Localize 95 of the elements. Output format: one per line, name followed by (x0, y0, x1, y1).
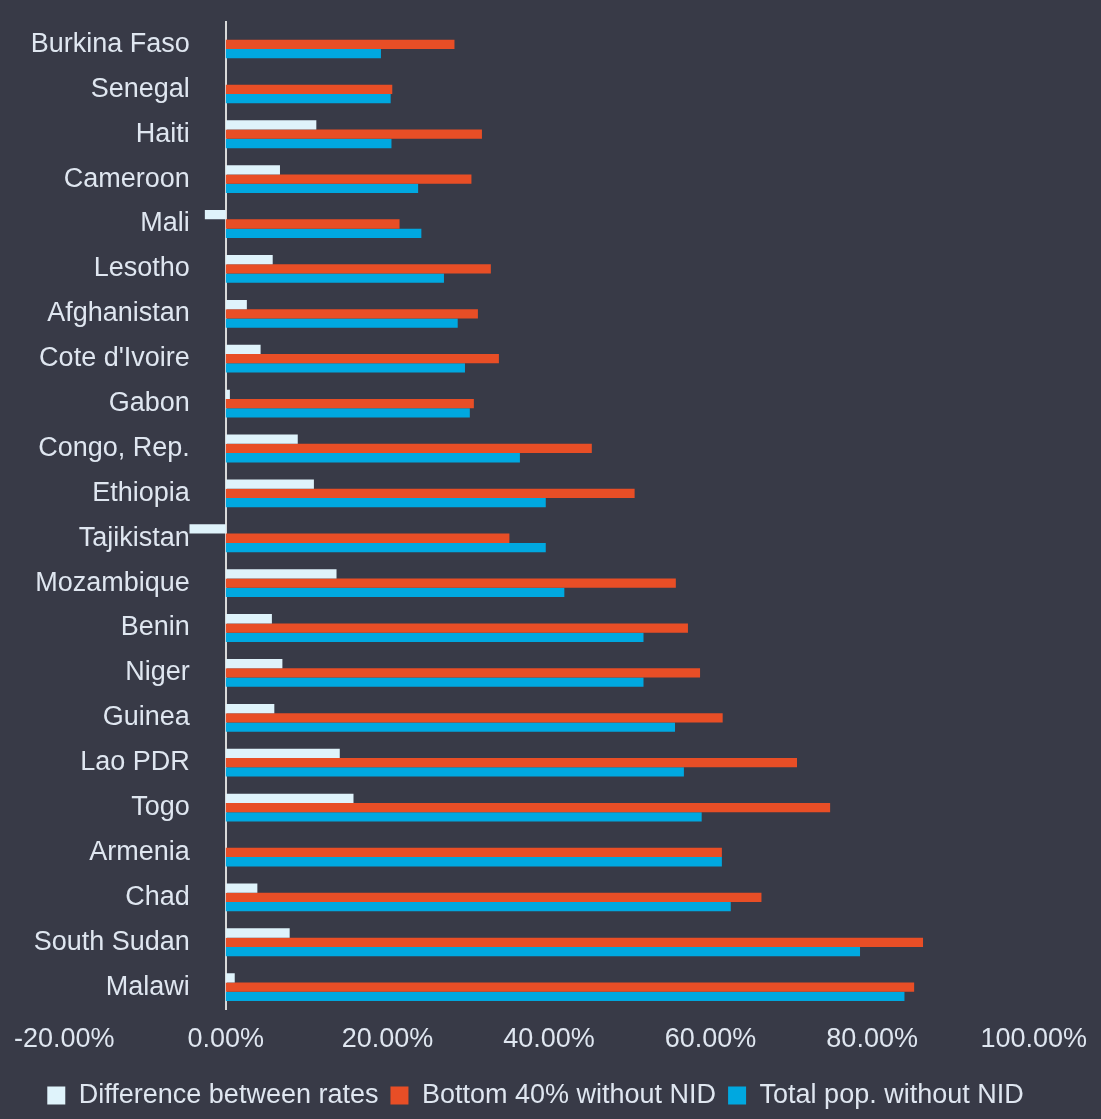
y-tick-label: South Sudan (33, 925, 190, 956)
bar (225, 129, 482, 139)
y-tick-label: Togo (131, 791, 190, 822)
y-tick-label: Afghanistan (47, 297, 190, 328)
bar (225, 309, 478, 319)
bar (225, 542, 546, 553)
bar (225, 632, 644, 642)
y-tick-label: Lao PDR (80, 746, 190, 777)
bar (225, 973, 235, 983)
y-tick-label: Gabon (108, 387, 190, 418)
x-tick-label: 60.00% (664, 1023, 757, 1054)
bar (225, 892, 762, 903)
bar (225, 497, 546, 508)
bar (225, 219, 400, 229)
x-tick-label: 0.00% (187, 1023, 265, 1054)
x-tick-label: 100.00% (980, 1023, 1087, 1054)
y-tick-label: Mali (140, 207, 190, 238)
bar (225, 578, 676, 588)
bar (225, 434, 298, 444)
bar (225, 228, 422, 238)
y-tick-label: Cameroon (63, 162, 190, 193)
bar (225, 847, 722, 858)
y-tick-label: Burkina Faso (30, 27, 190, 58)
y-tick-label: Cote d'Ivoire (39, 342, 190, 373)
bar (225, 183, 419, 194)
bar (225, 165, 280, 175)
bar (225, 614, 272, 624)
bar (225, 587, 565, 598)
y-tick-label: Guinea (102, 701, 191, 732)
bar (225, 668, 701, 678)
bar (225, 120, 317, 130)
bar (225, 991, 905, 1002)
bar (225, 264, 491, 274)
bar (225, 569, 337, 579)
y-tick-label: Benin (120, 611, 190, 642)
bar (225, 39, 455, 50)
x-tick-label: -20.00% (13, 1023, 115, 1054)
bar (225, 408, 470, 418)
bar (225, 254, 273, 265)
legend-label: Bottom 40% without NID (421, 1078, 717, 1109)
bar (225, 758, 798, 768)
bar (225, 49, 381, 59)
bar (225, 354, 499, 364)
y-tick-label: Congo, Rep. (38, 431, 190, 462)
bar (225, 982, 915, 992)
bar (225, 93, 391, 104)
legend-label: Total pop. without NID (759, 1078, 1024, 1109)
bar (225, 479, 314, 489)
bar (225, 453, 520, 463)
bar (225, 138, 392, 149)
y-tick-label: Mozambique (35, 566, 190, 597)
bar (225, 389, 230, 399)
y-tick-label: Malawi (105, 970, 190, 1001)
bar (225, 722, 676, 732)
x-tick-label: 20.00% (341, 1023, 434, 1054)
bar (225, 677, 644, 687)
x-tick-label: 80.00% (826, 1023, 918, 1054)
bar (225, 174, 472, 184)
bar (225, 659, 283, 669)
bar (225, 902, 731, 912)
bar (225, 318, 458, 328)
bar (225, 883, 258, 893)
bar (225, 84, 393, 94)
bar (225, 273, 444, 283)
bar (225, 533, 510, 543)
bar (225, 623, 688, 633)
y-tick-label: Armenia (89, 835, 191, 866)
y-tick-label: Senegal (90, 72, 190, 103)
y-tick-label: Tajikistan (78, 521, 190, 552)
x-tick-label: 40.00% (503, 1023, 595, 1054)
bar (225, 793, 354, 803)
bar (225, 802, 831, 813)
bar (225, 946, 861, 957)
bar (225, 857, 722, 867)
y-tick-label: Lesotho (93, 252, 190, 283)
y-tick-label: Niger (125, 656, 190, 687)
bar (204, 210, 226, 220)
bar (225, 363, 465, 373)
bar (225, 713, 723, 723)
bar (225, 767, 684, 777)
bar (189, 524, 226, 534)
bar (225, 937, 924, 947)
bar (225, 748, 340, 759)
bar (225, 488, 635, 498)
y-tick-label: Ethiopia (92, 476, 191, 507)
bar (225, 299, 247, 310)
bar (225, 812, 702, 822)
bar (225, 443, 592, 454)
legend-label: Difference between rates (78, 1078, 379, 1109)
bar (225, 703, 275, 714)
y-tick-label: Chad (125, 880, 190, 911)
y-tick-label: Haiti (135, 117, 190, 148)
bar (225, 398, 474, 409)
bar (225, 928, 290, 938)
bar (225, 344, 261, 355)
